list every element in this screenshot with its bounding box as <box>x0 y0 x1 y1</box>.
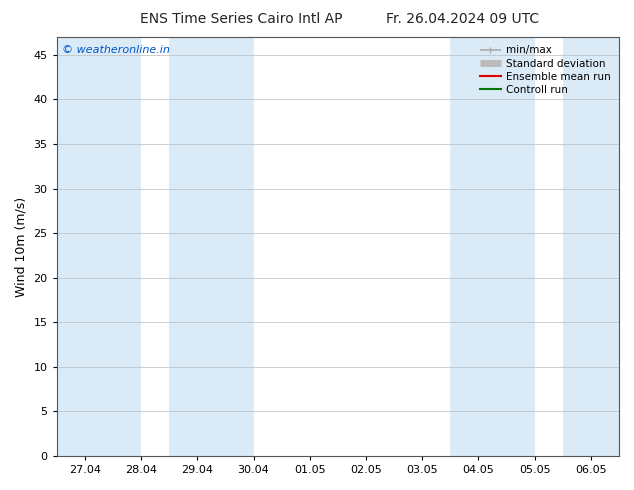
Bar <box>56 37 141 456</box>
Bar <box>450 37 534 456</box>
Y-axis label: Wind 10m (m/s): Wind 10m (m/s) <box>15 196 28 296</box>
Text: ENS Time Series Cairo Intl AP: ENS Time Series Cairo Intl AP <box>139 12 342 26</box>
Bar <box>563 37 619 456</box>
Legend: min/max, Standard deviation, Ensemble mean run, Controll run: min/max, Standard deviation, Ensemble me… <box>477 42 614 98</box>
Text: Fr. 26.04.2024 09 UTC: Fr. 26.04.2024 09 UTC <box>386 12 540 26</box>
Bar <box>169 37 254 456</box>
Text: © weatheronline.in: © weatheronline.in <box>62 46 170 55</box>
